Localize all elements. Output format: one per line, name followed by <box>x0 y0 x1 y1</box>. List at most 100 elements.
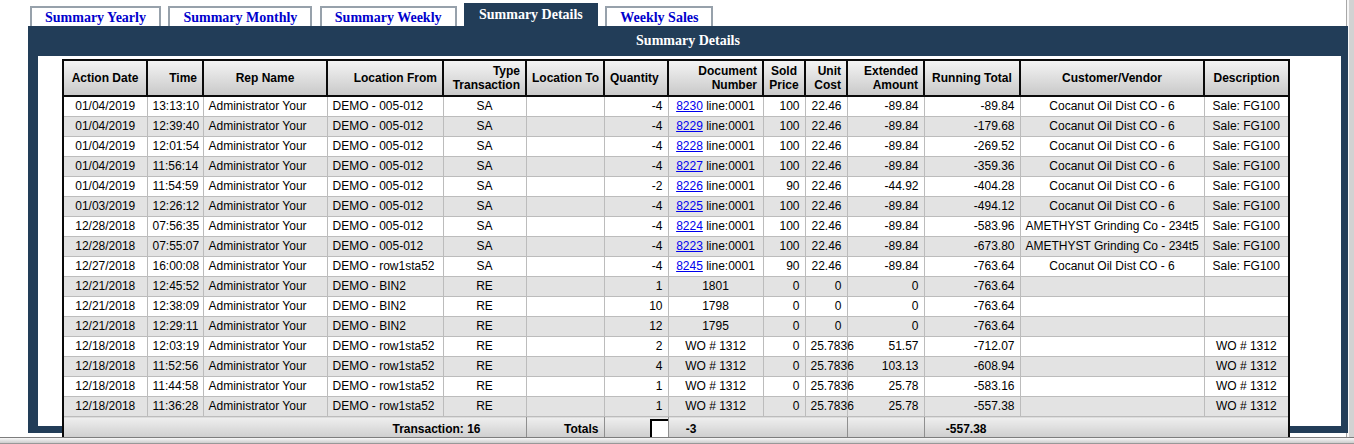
table-cell: WO # 1312 <box>1204 397 1289 417</box>
table-cell: -44.92 <box>847 177 924 197</box>
table-cell: 22.46 <box>805 157 847 177</box>
document-link[interactable]: 8230 <box>676 99 703 113</box>
table-cell: DEMO - 005-012 <box>327 237 443 257</box>
table-cell: DEMO - 005-012 <box>327 96 443 117</box>
table-cell <box>526 177 604 197</box>
table-cell: 07:56:35 <box>147 217 203 237</box>
column-header[interactable]: ExtendedAmount <box>847 60 924 96</box>
table-row: 01/04/201911:54:59Administrator YourDEMO… <box>63 177 1289 197</box>
table-cell: -583.96 <box>924 217 1020 237</box>
table-cell: 22.46 <box>805 257 847 277</box>
summary-details-panel: Summary Details Action DateTimeRep NameL… <box>28 26 1348 433</box>
table-cell: Sale: FG100 <box>1204 217 1289 237</box>
table-cell: 12/18/2018 <box>63 357 147 377</box>
column-header[interactable]: Rep Name <box>203 60 327 96</box>
table-cell: 12/18/2018 <box>63 377 147 397</box>
document-link[interactable]: 8223 <box>676 239 703 253</box>
table-cell: DEMO - row1sta52 <box>327 357 443 377</box>
table-cell: RE <box>443 397 526 417</box>
table-cell: RE <box>443 377 526 397</box>
table-cell: Sale: FG100 <box>1204 157 1289 177</box>
table-cell: Administrator Your <box>203 297 327 317</box>
column-header[interactable]: Customer/Vendor <box>1020 60 1204 96</box>
table-cell: -89.84 <box>924 96 1020 117</box>
table-cell: 100 <box>763 237 805 257</box>
column-header[interactable]: Quantity <box>604 60 668 96</box>
table-cell: 22.46 <box>805 217 847 237</box>
column-header[interactable]: UnitCost <box>805 60 847 96</box>
table-cell: -763.64 <box>924 277 1020 297</box>
document-link[interactable]: 8224 <box>676 219 703 233</box>
column-header[interactable]: DocumentNumber <box>668 60 763 96</box>
table-cell <box>526 357 604 377</box>
table-row: 12/18/201811:52:56Administrator YourDEMO… <box>63 357 1289 377</box>
table-cell: -673.80 <box>924 237 1020 257</box>
table-header: Action DateTimeRep NameLocation FromType… <box>63 60 1289 96</box>
table-cell <box>1020 397 1204 417</box>
table-cell: 12:01:54 <box>147 137 203 157</box>
table-cell: 12:29:11 <box>147 317 203 337</box>
table-cell: 12/27/2018 <box>63 257 147 277</box>
document-link[interactable]: 8229 <box>676 119 703 133</box>
column-header[interactable]: TypeTransaction <box>443 60 526 96</box>
column-header[interactable]: Description <box>1204 60 1289 96</box>
table-cell: 90 <box>763 257 805 277</box>
table-cell: SA <box>443 157 526 177</box>
table-cell: 12/28/2018 <box>63 217 147 237</box>
document-link[interactable]: 8226 <box>676 179 703 193</box>
table-cell: 8228 line:0001 <box>668 137 763 157</box>
table-body: 01/04/201913:13:10Administrator YourDEMO… <box>63 96 1289 417</box>
table-cell: -2 <box>604 177 668 197</box>
table-row: 12/18/201811:36:28Administrator YourDEMO… <box>63 397 1289 417</box>
table-cell: DEMO - 005-012 <box>327 217 443 237</box>
table-cell: 22.46 <box>805 177 847 197</box>
table-cell: 1798 <box>668 297 763 317</box>
table-cell: 90 <box>763 177 805 197</box>
column-header[interactable]: Running Total <box>924 60 1020 96</box>
table-cell <box>526 157 604 177</box>
table-cell: Cocanut Oil Dist CO - 6 <box>1020 197 1204 217</box>
document-link[interactable]: 8228 <box>676 139 703 153</box>
table-cell: 25.78 <box>847 397 924 417</box>
table-row: 12/21/201812:45:52Administrator YourDEMO… <box>63 277 1289 297</box>
column-header[interactable]: Time <box>147 60 203 96</box>
table-cell: 12:26:12 <box>147 197 203 217</box>
table-cell <box>526 397 604 417</box>
table-cell: Administrator Your <box>203 377 327 397</box>
table-cell: SA <box>443 177 526 197</box>
table-cell: DEMO - row1sta52 <box>327 397 443 417</box>
table-cell: Sale: FG100 <box>1204 117 1289 137</box>
table-row: 12/18/201811:44:58Administrator YourDEMO… <box>63 377 1289 397</box>
document-link[interactable]: 8227 <box>676 159 703 173</box>
table-cell <box>1204 277 1289 297</box>
table-cell: 8223 line:0001 <box>668 237 763 257</box>
table-cell: 25.7836 <box>805 357 847 377</box>
column-header[interactable]: Location From <box>327 60 443 96</box>
table-row: 12/18/201812:03:19Administrator YourDEMO… <box>63 337 1289 357</box>
table-cell: -359.36 <box>924 157 1020 177</box>
table-cell: AMETHYST Grinding Co - 234t5 <box>1020 217 1204 237</box>
column-header[interactable]: Action Date <box>63 60 147 96</box>
table-cell: 22.46 <box>805 237 847 257</box>
table-cell: AMETHYST Grinding Co - 234t5 <box>1020 237 1204 257</box>
document-link[interactable]: 8225 <box>676 199 703 213</box>
column-header[interactable]: SoldPrice <box>763 60 805 96</box>
table-cell: 25.7836 <box>805 397 847 417</box>
document-link[interactable]: 8245 <box>676 259 703 273</box>
table-cell: 25.7836 <box>805 337 847 357</box>
table-cell: -4 <box>604 117 668 137</box>
table-cell: 8245 line:0001 <box>668 257 763 277</box>
column-header[interactable]: Location To <box>526 60 604 96</box>
table-cell: 1 <box>604 277 668 297</box>
table-cell: Administrator Your <box>203 177 327 197</box>
table-cell <box>526 337 604 357</box>
table-cell: 12/18/2018 <box>63 397 147 417</box>
table-cell: SA <box>443 197 526 217</box>
table-cell: 0 <box>805 317 847 337</box>
table-cell <box>1204 297 1289 317</box>
table-cell: 0 <box>805 277 847 297</box>
table-row: 12/27/201816:00:08Administrator YourDEMO… <box>63 257 1289 277</box>
bottom-panel-edge <box>0 437 1354 444</box>
table-cell: 0 <box>847 277 924 297</box>
table-cell: 8225 line:0001 <box>668 197 763 217</box>
